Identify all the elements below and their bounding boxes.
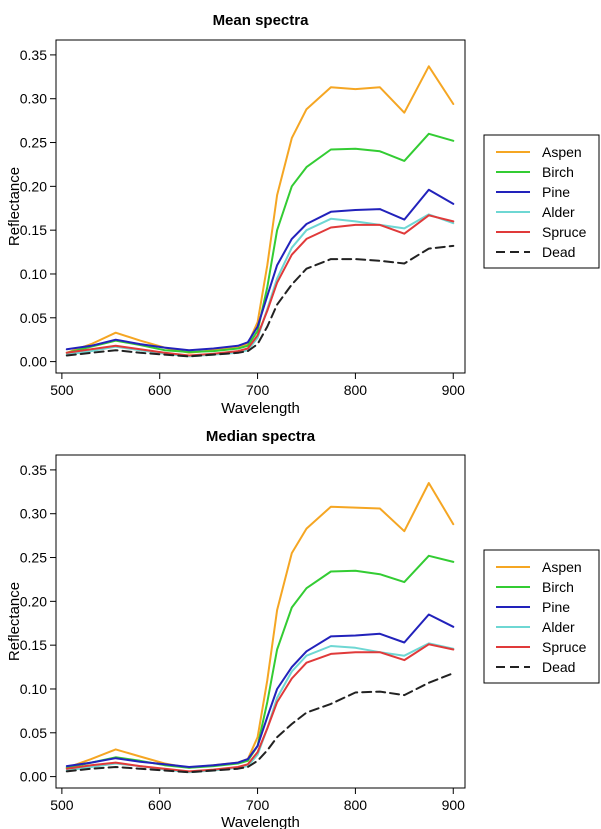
x-tick-label: 900 bbox=[442, 797, 466, 813]
y-tick-label: 0.05 bbox=[20, 725, 47, 741]
x-tick-label: 900 bbox=[442, 382, 466, 398]
x-axis-label: Wavelength bbox=[221, 814, 300, 829]
legend-label: Spruce bbox=[542, 224, 587, 240]
series-line-aspen bbox=[65, 482, 455, 769]
legend-box bbox=[483, 134, 600, 269]
y-axis-label: Reflectance bbox=[6, 167, 23, 246]
legend-label: Alder bbox=[542, 619, 575, 635]
legend-label: Birch bbox=[542, 579, 574, 595]
series-line-pine bbox=[65, 188, 455, 352]
y-tick-label: 0.20 bbox=[20, 593, 47, 609]
y-tick-label: 0.15 bbox=[20, 222, 47, 238]
chart-title: Median spectra bbox=[206, 428, 316, 445]
legend-label: Aspen bbox=[542, 144, 582, 160]
legend-label: Alder bbox=[542, 204, 575, 220]
y-tick-label: 0.30 bbox=[20, 91, 47, 107]
y-tick-label: 0.00 bbox=[20, 769, 47, 785]
x-tick-label: 700 bbox=[246, 382, 270, 398]
series-line-dead bbox=[65, 244, 455, 358]
y-tick-label: 0.35 bbox=[20, 462, 47, 478]
legend-label: Dead bbox=[542, 659, 575, 675]
plot-frame bbox=[55, 454, 466, 789]
legend-label: Spruce bbox=[542, 639, 587, 655]
x-tick-label: 600 bbox=[148, 382, 172, 398]
legend: Aspen Birch Pine Alder Spruce Dead bbox=[483, 549, 600, 684]
y-tick-label: 0.15 bbox=[20, 637, 47, 653]
series-line-pine bbox=[65, 613, 455, 768]
y-tick-label: 0.35 bbox=[20, 47, 47, 63]
chart-panel-1: Mean spectra 0.00 0.05 0.10 0.15 0.20 0.25 0.30… bbox=[6, 12, 600, 417]
series-line-spruce bbox=[65, 643, 455, 773]
x-tick-label: 600 bbox=[148, 797, 172, 813]
legend-label: Pine bbox=[542, 184, 570, 200]
x-tick-label: 700 bbox=[246, 797, 270, 813]
y-axis-label: Reflectance bbox=[6, 582, 23, 661]
y-tick-label: 0.25 bbox=[20, 135, 47, 151]
legend: Aspen Birch Pine Alder Spruce Dead bbox=[483, 134, 600, 269]
legend-label: Pine bbox=[542, 599, 570, 615]
series-line-aspen bbox=[65, 65, 455, 354]
x-axis-label: Wavelength bbox=[221, 400, 300, 417]
x-tick-label: 800 bbox=[344, 382, 368, 398]
y-tick-label: 0.10 bbox=[20, 266, 47, 282]
chart-panel-2: Median spectra 0.00 0.05 0.10 0.15 0.20 0.25 0.… bbox=[6, 428, 600, 829]
series-line-spruce bbox=[65, 214, 455, 357]
y-tick-label: 0.30 bbox=[20, 506, 47, 522]
y-tick-label: 0.10 bbox=[20, 681, 47, 697]
x-tick-label: 500 bbox=[50, 382, 74, 398]
legend-label: Aspen bbox=[542, 559, 582, 575]
plot-frame bbox=[55, 39, 466, 374]
chart-title: Mean spectra bbox=[213, 12, 310, 29]
x-tick-label: 800 bbox=[344, 797, 368, 813]
x-tick-label: 500 bbox=[50, 797, 74, 813]
y-tick-label: 0.25 bbox=[20, 550, 47, 566]
y-tick-label: 0.05 bbox=[20, 310, 47, 326]
y-tick-label: 0.00 bbox=[20, 354, 47, 370]
legend-label: Birch bbox=[542, 164, 574, 180]
legend-box bbox=[483, 549, 600, 684]
y-tick-label: 0.20 bbox=[20, 178, 47, 194]
series-line-dead bbox=[65, 672, 455, 774]
legend-label: Dead bbox=[542, 244, 575, 260]
